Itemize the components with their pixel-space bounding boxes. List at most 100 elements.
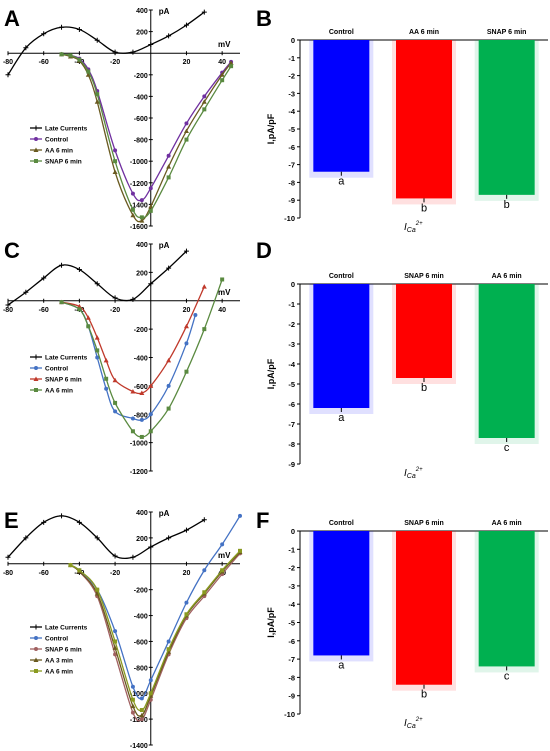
significance-letter: b: [504, 199, 510, 211]
y-tick-label: -400: [134, 614, 148, 621]
data-point: [33, 624, 39, 630]
data-point: [95, 348, 100, 353]
data-point: [148, 383, 154, 388]
y-tick-label: -9: [288, 692, 295, 701]
data-point: [130, 429, 135, 434]
y-tick-label: -5: [288, 380, 295, 389]
data-point: [183, 128, 189, 133]
bar: [313, 531, 370, 656]
data-point: [220, 78, 225, 83]
x-tick-label: -20: [110, 307, 120, 314]
y-tick-label: -3: [288, 582, 295, 591]
data-point: [94, 335, 100, 340]
data-point: [59, 24, 65, 30]
y-tick-label: -8: [288, 178, 295, 187]
y-unit-label: pA: [159, 509, 170, 518]
data-point: [94, 535, 100, 541]
bar: [396, 40, 452, 199]
data-point: [183, 248, 189, 254]
data-point: [34, 669, 38, 673]
y-tick-label: -4: [288, 360, 295, 369]
x-unit-label: mV: [218, 40, 231, 49]
y-tick-label: -5: [288, 125, 295, 134]
y-tick-label: -9: [288, 196, 295, 205]
bar: [478, 284, 535, 438]
data-point: [228, 60, 234, 65]
y-tick-label: -200: [134, 588, 148, 595]
data-point: [148, 204, 154, 209]
data-point: [113, 148, 118, 153]
data-point: [5, 72, 11, 78]
data-point: [130, 212, 136, 218]
x-axis-label: ICa2+: [404, 467, 423, 480]
data-point: [201, 284, 207, 289]
bar: [396, 531, 452, 685]
data-point: [113, 400, 118, 405]
x-tick-label: -60: [39, 59, 49, 66]
data-point: [130, 207, 135, 212]
y-tick-label: -9: [288, 460, 295, 469]
y-tick-label: -6: [288, 637, 295, 646]
panel-letter: A: [4, 6, 20, 31]
y-axis-label: I,pA/pF: [266, 113, 276, 144]
y-tick-label: -4: [288, 107, 295, 116]
line-panel-E: -80-60-40-202040400200-200-400-600-800-1…: [3, 508, 243, 750]
y-tick-label: -10: [284, 214, 295, 223]
data-point: [183, 527, 189, 533]
data-point: [112, 295, 118, 301]
x-axis-label-main: I: [404, 718, 407, 729]
data-point: [33, 657, 39, 662]
data-point: [201, 517, 207, 523]
y-tick-label: -7: [288, 420, 295, 429]
y-tick-label: -1000: [130, 159, 148, 166]
panel-letter: F: [256, 508, 269, 533]
legend-entry: SNAP 6 min: [45, 647, 82, 654]
x-tick-label: -80: [3, 570, 13, 577]
data-point: [148, 208, 153, 213]
category-label: Control: [329, 273, 354, 280]
data-point: [112, 169, 118, 174]
category-label: SNAP 6 min: [404, 273, 444, 280]
data-point: [184, 600, 189, 605]
significance-letter: c: [504, 670, 510, 682]
data-point: [86, 69, 91, 74]
x-tick-label: 40: [218, 59, 226, 66]
data-point: [166, 535, 172, 541]
y-tick-label: -1600: [130, 224, 148, 231]
data-point: [95, 355, 100, 360]
x-tick-label: -80: [3, 59, 13, 66]
data-point: [112, 553, 118, 559]
panel-letter: B: [256, 6, 272, 31]
data-point: [33, 376, 39, 381]
significance-letter: b: [421, 202, 427, 214]
data-point: [139, 390, 145, 395]
data-point: [238, 548, 242, 553]
y-tick-label: -5: [288, 619, 295, 628]
bar-panel-F: 0 -1 -2 -3 -4 -5 -6 -7 -8 -9 -10 I,pA/pF Control a SNA…: [256, 508, 548, 730]
data-point: [130, 416, 135, 421]
data-point: [112, 49, 118, 55]
legend-entry: AA 6 min: [45, 669, 73, 676]
data-point: [148, 544, 154, 550]
data-point: [113, 639, 118, 644]
y-tick-label: -3: [288, 340, 295, 349]
data-point: [166, 357, 172, 363]
data-point: [130, 191, 135, 196]
y-tick-label: -7: [288, 161, 295, 170]
panel-letter: E: [4, 508, 19, 533]
x-tick-label: 20: [183, 307, 191, 314]
data-point: [103, 357, 109, 363]
y-tick-label: -200: [134, 73, 148, 80]
data-point: [184, 369, 189, 374]
x-axis-label: ICa2+: [404, 717, 423, 730]
data-point: [184, 121, 189, 126]
legend-entry: Late Currents: [45, 355, 88, 362]
x-tick-label: 40: [218, 307, 226, 314]
data-point: [183, 22, 189, 28]
x-axis-label: ICa2+: [404, 221, 423, 234]
data-point: [148, 691, 153, 696]
data-point: [41, 275, 47, 281]
y-tick-label: 400: [136, 242, 148, 249]
data-point: [130, 296, 136, 302]
data-point: [220, 542, 225, 547]
